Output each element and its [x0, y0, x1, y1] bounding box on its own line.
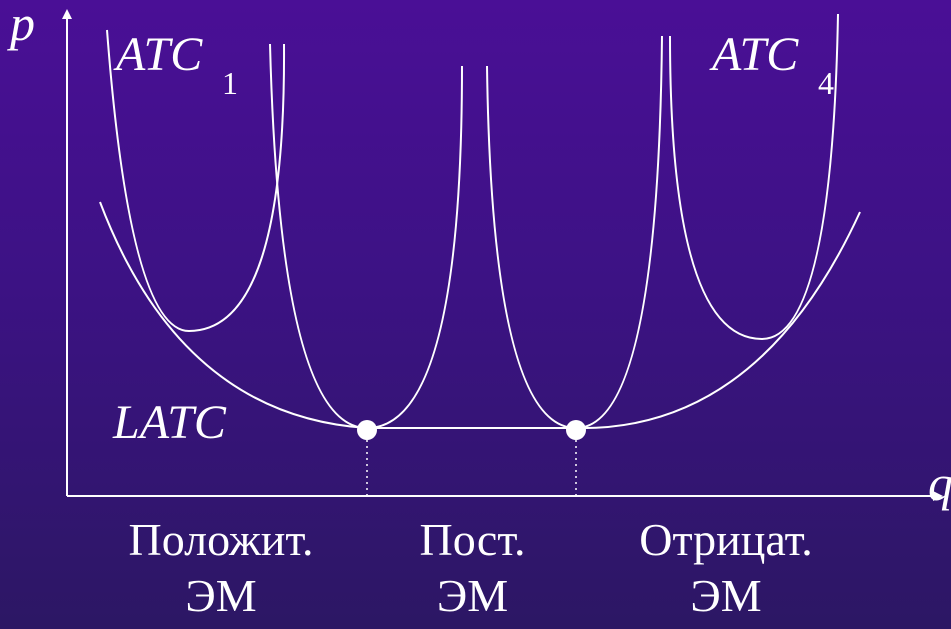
zone-negative-economies: Отрицат. ЭМ: [598, 512, 854, 624]
zone-constant-title: Пост.: [419, 514, 526, 565]
zone-positive-economies: Положит. ЭМ: [86, 512, 356, 624]
zone-positive-title: Положит.: [128, 514, 314, 565]
atc-1-curve: [106, 29, 286, 333]
atc-1-label: ATC: [113, 28, 203, 81]
atc-4-label-name: ATC: [709, 28, 799, 81]
zone-negative-title: Отрицат.: [639, 514, 813, 565]
atc-3-curve: [486, 35, 663, 430]
latc-label: LATC: [112, 396, 227, 449]
atc-1-label-name: ATC: [113, 28, 203, 81]
atc-4-label: ATC: [709, 28, 799, 81]
atc-2-curve: [269, 43, 463, 430]
zone-positive-abbr: ЭМ: [185, 570, 257, 621]
latc-curve: [99, 201, 861, 430]
zone-constant-abbr: ЭМ: [436, 570, 509, 621]
atc-4-curve: [669, 13, 839, 341]
atc-1-subscript: 1: [222, 65, 238, 101]
x-axis-label: q: [928, 455, 951, 511]
atc-4-subscript: 4: [818, 65, 834, 101]
boundary-point-left: [357, 420, 377, 440]
zone-negative-abbr: ЭМ: [690, 570, 762, 621]
boundary-point-right: [566, 420, 586, 440]
zone-constant-economies: Пост. ЭМ: [385, 512, 560, 624]
y-axis-label: p: [7, 0, 35, 51]
